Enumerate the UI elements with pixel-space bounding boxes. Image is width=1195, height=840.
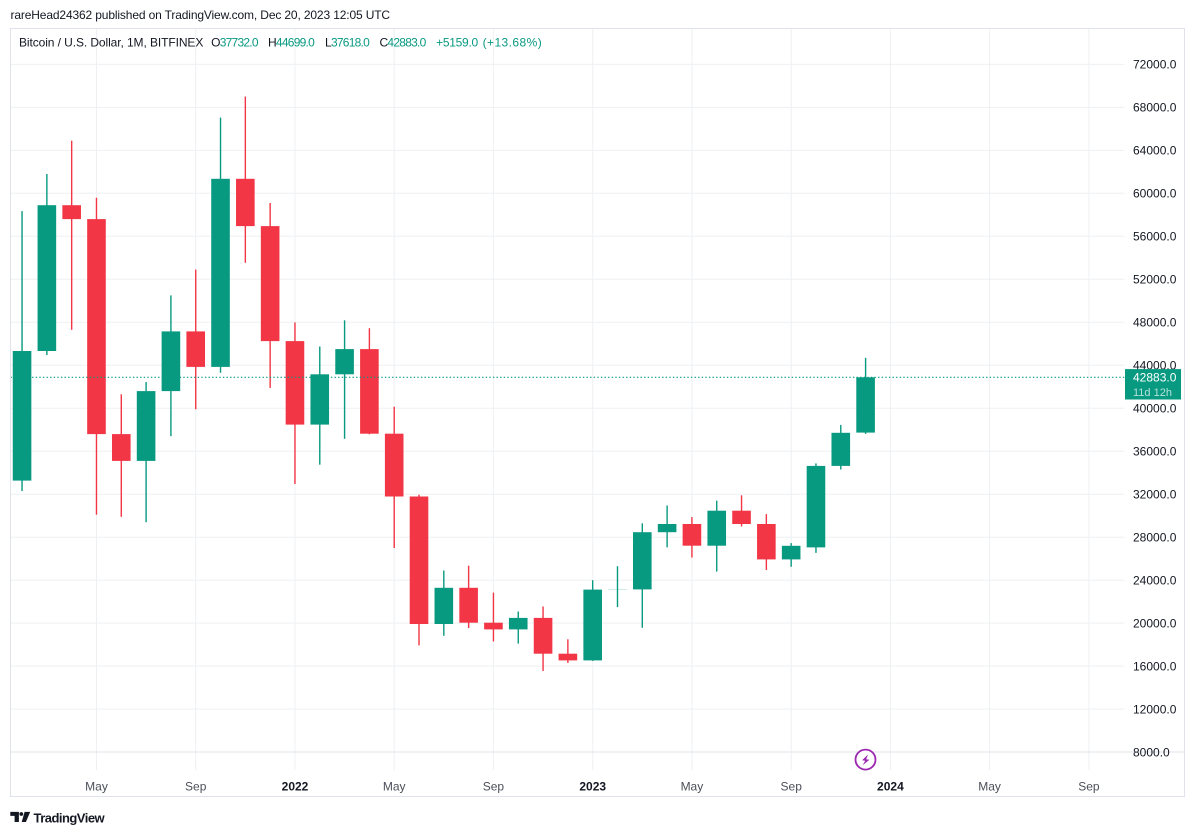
svg-text:24000.0: 24000.0: [1133, 573, 1177, 587]
svg-text:(+13.68%): (+13.68%): [483, 35, 543, 49]
svg-text:20000.0: 20000.0: [1133, 616, 1177, 630]
svg-text:C42883.0: C42883.0: [380, 35, 427, 49]
svg-text:2024: 2024: [877, 780, 904, 794]
svg-text:2022: 2022: [282, 780, 309, 794]
svg-text:52000.0: 52000.0: [1133, 273, 1177, 287]
svg-text:TradingView: TradingView: [34, 810, 106, 825]
svg-text:48000.0: 48000.0: [1133, 316, 1177, 330]
svg-text:12000.0: 12000.0: [1133, 702, 1177, 716]
svg-text:rareHead24362 published on Tra: rareHead24362 published on TradingView.c…: [11, 8, 391, 22]
svg-text:Sep: Sep: [781, 780, 803, 794]
svg-text:36000.0: 36000.0: [1133, 444, 1177, 458]
svg-text:Sep: Sep: [483, 780, 505, 794]
svg-text:Bitcoin / U.S. Dollar, 1M, BIT: Bitcoin / U.S. Dollar, 1M, BITFINEX: [19, 35, 203, 49]
svg-text:28000.0: 28000.0: [1133, 530, 1177, 544]
svg-text:May: May: [383, 780, 406, 794]
svg-text:40000.0: 40000.0: [1133, 401, 1177, 415]
svg-text:2023: 2023: [579, 780, 606, 794]
svg-text:H44699.0: H44699.0: [268, 35, 315, 49]
svg-text:11d 12h: 11d 12h: [1133, 387, 1172, 399]
svg-text:60000.0: 60000.0: [1133, 187, 1177, 201]
svg-text:L37618.0: L37618.0: [325, 35, 370, 49]
svg-text:May: May: [978, 780, 1001, 794]
svg-text:O37732.0: O37732.0: [211, 35, 259, 49]
svg-text:68000.0: 68000.0: [1133, 101, 1177, 115]
svg-text:16000.0: 16000.0: [1133, 659, 1177, 673]
svg-text:72000.0: 72000.0: [1133, 58, 1177, 72]
svg-text:May: May: [681, 780, 704, 794]
svg-text:64000.0: 64000.0: [1133, 144, 1177, 158]
svg-text:42883.0: 42883.0: [1133, 370, 1177, 384]
svg-text:32000.0: 32000.0: [1133, 487, 1177, 501]
svg-text:May: May: [85, 780, 108, 794]
svg-text:8000.0: 8000.0: [1133, 745, 1170, 759]
svg-text:Sep: Sep: [185, 780, 207, 794]
svg-text:Sep: Sep: [1078, 780, 1100, 794]
svg-text:56000.0: 56000.0: [1133, 230, 1177, 244]
svg-text:+5159.0: +5159.0: [436, 35, 478, 49]
